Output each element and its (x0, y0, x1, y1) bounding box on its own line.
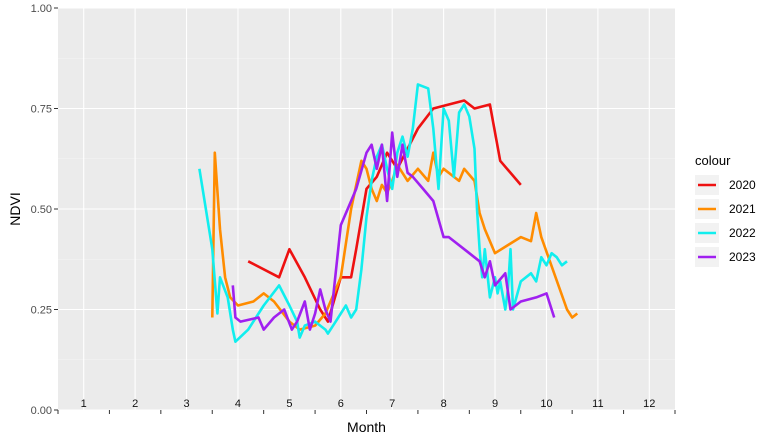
legend-label-2021: 2021 (729, 202, 756, 216)
minor-gridlines (58, 57, 675, 361)
legend-title: colour (695, 153, 731, 168)
y-tick-label: 1.00 (31, 3, 52, 15)
x-tick-label: 4 (235, 398, 241, 410)
series-lines (198, 83, 579, 343)
x-tick-label: 10 (540, 398, 552, 410)
x-tick-label: 9 (492, 398, 498, 410)
x-axis-title: Month (347, 419, 386, 435)
legend-label-2020: 2020 (729, 178, 756, 192)
x-tick-label: 7 (389, 398, 395, 410)
series-line-2023 (231, 131, 556, 331)
x-tick-label: 8 (441, 398, 447, 410)
series-line-2022 (198, 83, 568, 343)
x-tick-label: 11 (592, 398, 603, 410)
y-tick-label: 0.75 (31, 104, 52, 116)
x-axis: 1 2 3 4 5 6 7 8 9 10 11 12 (57, 398, 676, 414)
x-tick-label: 3 (183, 398, 189, 410)
x-tick-label: 6 (338, 398, 344, 410)
y-axis-title: NDVI (7, 192, 23, 225)
x-tick-label: 2 (132, 398, 138, 410)
legend-label-2022: 2022 (729, 226, 756, 240)
y-tick-label: 0.50 (31, 204, 52, 216)
x-tick-label: 1 (81, 398, 87, 410)
major-gridlines (58, 7, 675, 411)
legend-label-2023: 2023 (729, 250, 756, 264)
y-tick-label: 0.25 (31, 305, 52, 317)
x-tick-label: 12 (643, 398, 655, 410)
x-tick-label: 5 (286, 398, 292, 410)
legend: colour 2020 2021 2022 2023 (695, 153, 756, 267)
y-tick-label: 0.00 (31, 405, 52, 417)
y-axis: 0.00 0.25 0.50 0.75 1.00 (31, 3, 58, 417)
series-line-2020 (247, 99, 522, 323)
